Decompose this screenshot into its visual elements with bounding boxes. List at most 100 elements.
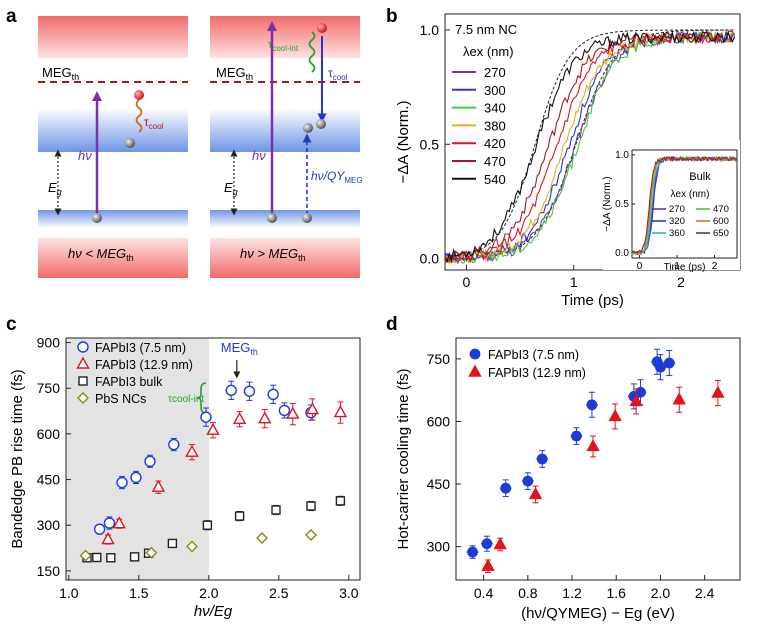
inset-y-tick-label: 1.0	[615, 150, 629, 161]
y-tick-label: 750	[37, 380, 61, 396]
data-point-1-7	[286, 406, 300, 419]
plot-frame	[455, 337, 741, 581]
conduction-band-left	[38, 108, 188, 152]
inset-legend-label-360: 360	[669, 228, 685, 239]
data-point-3-1	[145, 546, 158, 559]
inset-legend-label-650: 650	[713, 228, 729, 239]
panel-c-label: c	[6, 314, 17, 335]
legend-title: λex (nm)	[463, 44, 514, 59]
data-point-1-9	[333, 405, 348, 418]
hot-electron-left	[134, 90, 144, 100]
upper-band-left	[38, 16, 188, 58]
caption-left: hν < MEGth	[68, 246, 134, 263]
cooling-int-path	[308, 31, 316, 73]
cool-int-annotation: τcool-int	[168, 394, 204, 405]
data-point-2-2	[106, 553, 116, 563]
data-point-1-8	[305, 402, 320, 415]
y-tick-label: 450	[37, 472, 61, 488]
x-tick-label: 1.0	[59, 585, 79, 601]
data-point-0-10	[278, 404, 291, 417]
data-point-1-3	[586, 439, 600, 452]
hv-label-left: hν	[78, 148, 92, 163]
data-point-0-6	[586, 399, 598, 411]
hole-right-2	[302, 213, 312, 223]
data-point-0-0	[467, 546, 478, 558]
data-point-0-9	[267, 388, 279, 401]
inset-x-tick-label: 2	[712, 261, 718, 272]
data-point-1-0	[101, 532, 115, 545]
chart-title: 7.5 nm NC	[455, 22, 517, 37]
y-tick-label: 750	[427, 351, 451, 367]
y-tick-label: 300	[427, 539, 451, 555]
data-point-3-4	[305, 528, 317, 541]
inset-legend-label-270: 270	[669, 204, 685, 215]
panel-a-label: a	[6, 6, 17, 27]
x-tick-label: 1	[570, 274, 578, 290]
x-tick-label: 2.0	[651, 585, 671, 601]
legend-label-300: 300	[484, 83, 506, 98]
data-point-2-8	[271, 505, 281, 515]
shaded-region	[66, 338, 209, 580]
y-tick-label: 600	[37, 426, 61, 442]
data-point-0-5	[571, 430, 582, 442]
x-tick-label: 3.0	[339, 585, 359, 601]
data-point-0-7	[225, 384, 237, 397]
hole-right-1	[267, 213, 277, 223]
trace-470	[444, 30, 736, 264]
x-tick-label: 0.8	[518, 585, 538, 601]
legend-label-3: PbS NCs	[95, 392, 146, 406]
inset-y-tick-label: 0.0	[615, 248, 629, 259]
relaxed-electron-left	[125, 138, 135, 148]
legend-label-1: FAPbI3 (12.9 nm)	[95, 358, 193, 372]
y-axis-label: −ΔA (Norm.)	[395, 101, 412, 184]
x-tick-label: 0	[463, 274, 471, 290]
data-point-1-6	[258, 411, 272, 424]
legend-label-540: 540	[484, 172, 506, 187]
eg-label-right: Eg	[224, 180, 238, 197]
hv-qy-label: hν/QYMEG	[311, 169, 363, 185]
inset-trace-650	[631, 155, 737, 254]
legend-label-1: FAPbI3 (12.9 nm)	[488, 366, 586, 380]
y-tick-label: 0.0	[420, 251, 440, 267]
data-point-1-0	[481, 558, 495, 571]
data-point-2-6	[202, 520, 213, 530]
diagram-left: MEGth hν τcool Eg hν < MEGth	[38, 16, 188, 278]
legend-label-380: 380	[484, 118, 506, 133]
panel-b-chart: 0 1 2 0.0 0.5 1.0 Time (ps) −ΔA (Norm.) 7.5 nm N…	[395, 13, 741, 309]
data-point-1-4	[206, 422, 220, 435]
meg-label-left: MEGth	[42, 65, 79, 82]
data-point-0-8	[635, 386, 646, 398]
y-tick-label: 150	[37, 563, 61, 579]
trace-540	[444, 30, 736, 264]
legend-label-340: 340	[484, 101, 506, 116]
tau-cool-int-label: τcool-int	[268, 39, 299, 53]
inset-legend-label-470: 470	[713, 204, 729, 215]
data-point-1-7	[711, 385, 725, 398]
data-point-0-11	[663, 357, 675, 369]
tau-cool-left: τcool	[144, 115, 164, 131]
x-tick-label: 1.2	[562, 585, 582, 601]
data-point-1-2	[528, 487, 543, 500]
x-tick-label: 0.4	[474, 585, 494, 601]
meg-label-right: MEGth	[216, 65, 253, 82]
data-point-0-2	[116, 476, 128, 489]
data-point-0-4	[536, 453, 548, 465]
data-point-2-1	[92, 552, 102, 563]
cooling-path-left	[135, 99, 143, 133]
inset-legend-label-600: 600	[713, 216, 729, 227]
x-axis-label: hν/Eg	[194, 603, 233, 620]
inset-legend-title: λex (nm)	[671, 189, 710, 200]
inset-title: Bulk	[689, 171, 711, 183]
trace-420	[444, 30, 736, 265]
inset-background	[603, 140, 740, 270]
y-axis-label: Hot-carrier cooling time (fs)	[395, 369, 412, 550]
y-tick-label: 600	[427, 413, 451, 429]
cool-int-brace	[196, 382, 207, 414]
x-tick-label: 2.5	[269, 585, 289, 601]
legend-label-0: FAPbI3 (7.5 nm)	[95, 341, 186, 355]
lower-band-left	[38, 238, 188, 278]
data-point-0-6	[200, 411, 212, 423]
data-point-2-10	[335, 496, 346, 506]
upper-band-right	[210, 16, 360, 58]
